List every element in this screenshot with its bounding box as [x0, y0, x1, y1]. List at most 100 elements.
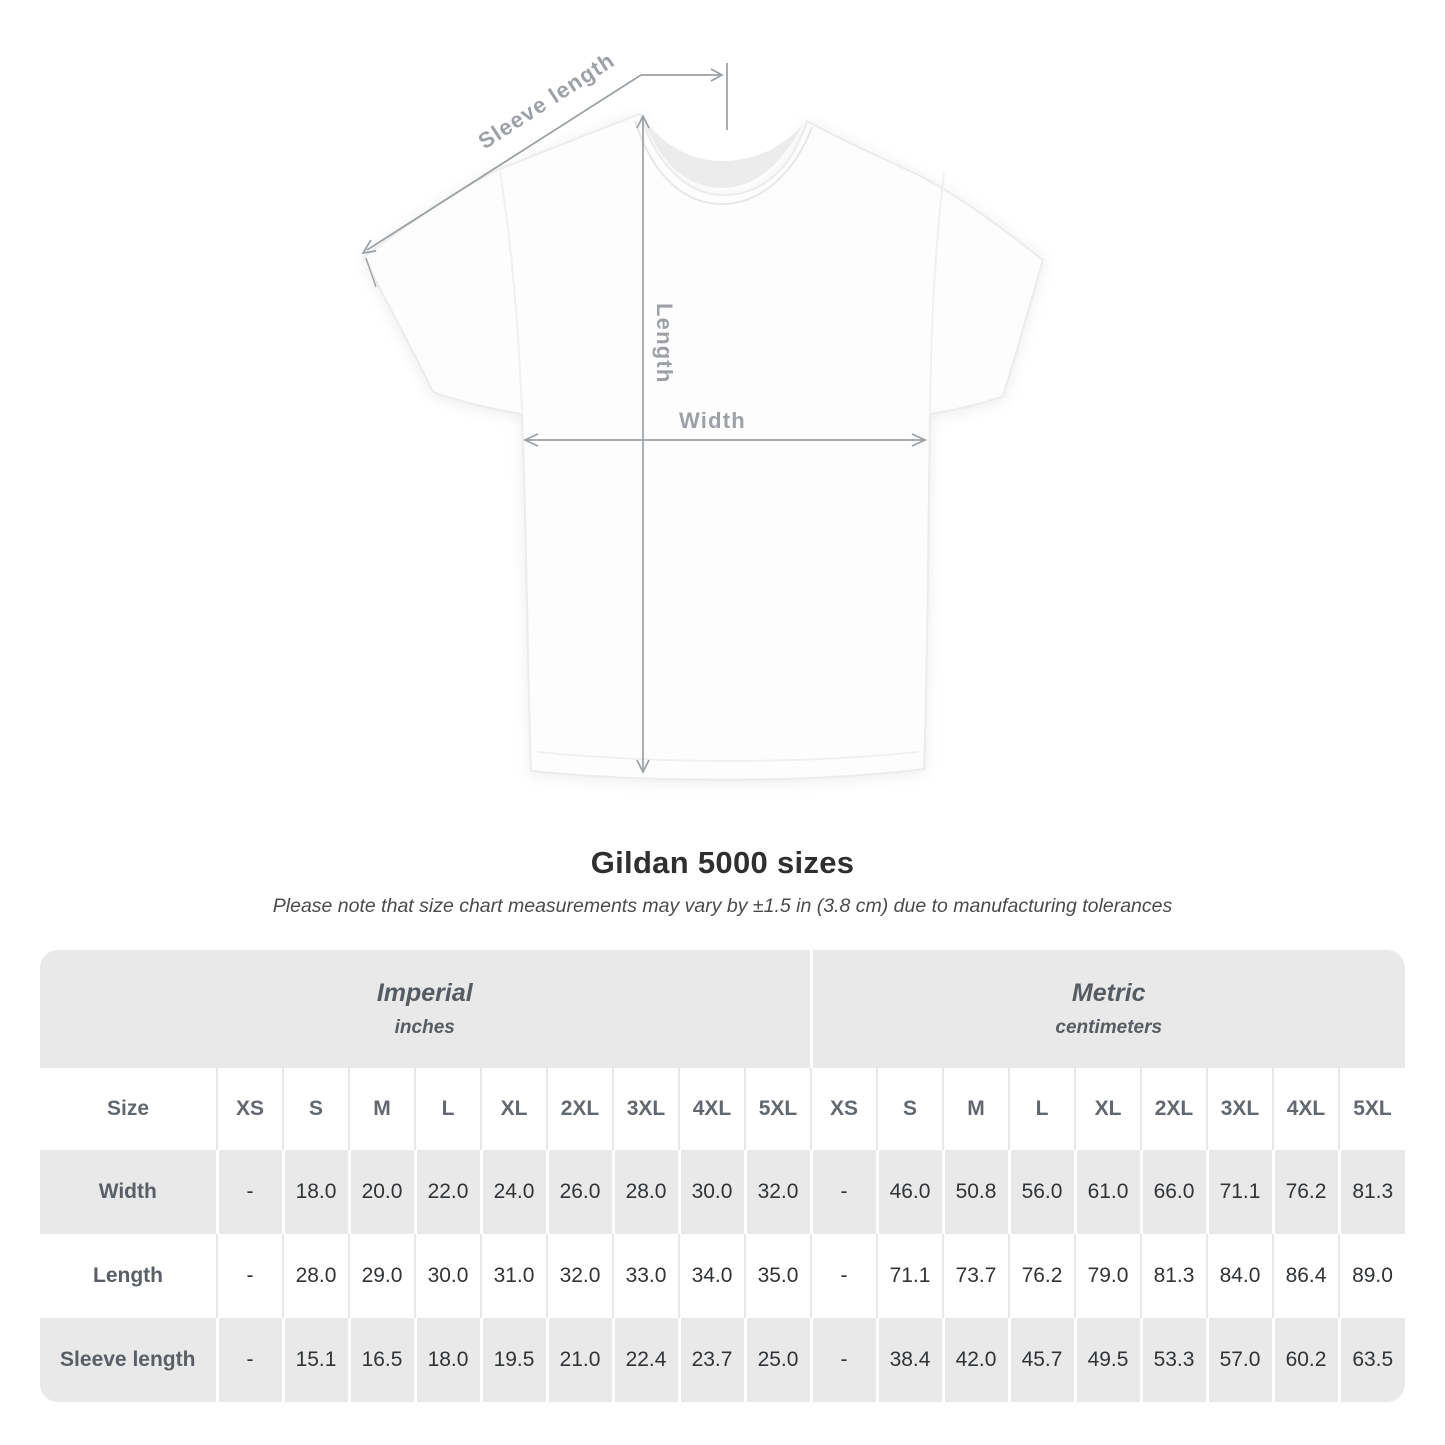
measurement-lines [361, 63, 928, 774]
value-metric-length-5xl: 89.0 [1338, 1234, 1405, 1318]
size-header-metric-xs: XS [810, 1068, 877, 1150]
value-metric-width-2xl: 66.0 [1139, 1150, 1207, 1234]
unit-header-row: Imperial inches Metric centimeters [40, 950, 1405, 1068]
value-imperial-width-m: 20.0 [347, 1150, 415, 1234]
value-metric-length-2xl: 81.3 [1140, 1234, 1207, 1318]
value-imperial-width-xs: - [215, 1150, 283, 1234]
value-imperial-sleeve-length-4xl: 23.7 [677, 1318, 745, 1402]
width-arrow-left [522, 433, 539, 447]
metric-label: Metric [1071, 979, 1146, 1007]
value-metric-length-xl: 79.0 [1074, 1234, 1141, 1318]
value-imperial-sleeve-length-xs: - [215, 1318, 283, 1402]
value-metric-sleeve-length-s: 38.4 [875, 1318, 943, 1402]
value-imperial-sleeve-length-xl: 19.5 [479, 1318, 547, 1402]
value-metric-width-3xl: 71.1 [1205, 1150, 1273, 1234]
value-metric-width-l: 56.0 [1007, 1150, 1075, 1234]
value-metric-width-s: 46.0 [875, 1150, 943, 1234]
value-metric-sleeve-length-l: 45.7 [1007, 1318, 1075, 1402]
value-metric-length-m: 73.7 [942, 1234, 1009, 1318]
value-metric-width-4xl: 76.2 [1271, 1150, 1339, 1234]
value-imperial-sleeve-length-s: 15.1 [281, 1318, 349, 1402]
value-imperial-sleeve-length-5xl: 25.0 [743, 1318, 811, 1402]
width-label: Width [679, 408, 746, 433]
table-row-length: Length -28.0 29.0 30.0 31.0 32.0 33.0 34.0 35.0-… [40, 1234, 1405, 1318]
value-metric-sleeve-length-m: 42.0 [941, 1318, 1009, 1402]
size-header-metric-m: M [942, 1068, 1009, 1150]
metric-unit-label: centimeters [1055, 1017, 1163, 1038]
table-row-width: Width -18.0 20.0 22.0 24.0 26.0 28.0 30.0 32.0-4… [40, 1150, 1405, 1234]
value-imperial-width-3xl: 28.0 [611, 1150, 679, 1234]
size-column-header: Size [40, 1068, 217, 1150]
collar-seam [634, 120, 813, 206]
value-metric-length-3xl: 84.0 [1206, 1234, 1273, 1318]
right-shoulder-seam [929, 172, 945, 413]
value-metric-width-m: 50.8 [941, 1150, 1009, 1234]
value-metric-length-s: 71.1 [876, 1234, 943, 1318]
value-imperial-length-4xl: 34.0 [678, 1234, 745, 1318]
size-header-imperial-m: M [348, 1068, 415, 1150]
value-metric-width-xl: 61.0 [1073, 1150, 1141, 1234]
value-metric-length-xs: - [810, 1234, 877, 1318]
value-metric-sleeve-length-4xl: 60.2 [1271, 1318, 1339, 1402]
value-imperial-length-xl: 31.0 [480, 1234, 547, 1318]
value-imperial-sleeve-length-2xl: 21.0 [545, 1318, 613, 1402]
size-header-imperial-s: S [282, 1068, 349, 1150]
tshirt-measurement-diagram: Sleeve length Length Width [361, 47, 1045, 781]
size-header-imperial-xl: XL [480, 1068, 547, 1150]
value-metric-sleeve-length-xs: - [809, 1318, 877, 1402]
collar-shadow [644, 120, 803, 188]
size-table: Imperial inches Metric centimeters Size … [40, 950, 1405, 1402]
size-header-metric-4xl: 4XL [1272, 1068, 1339, 1150]
tolerance-note: Please note that size chart measurements… [272, 895, 1173, 917]
value-imperial-length-xs: - [216, 1234, 283, 1318]
size-header-imperial-3xl: 3XL [612, 1068, 679, 1150]
value-imperial-width-2xl: 26.0 [545, 1150, 613, 1234]
value-metric-width-xs: - [809, 1150, 877, 1234]
value-imperial-width-4xl: 30.0 [677, 1150, 745, 1234]
sleeve-arrow-right [710, 68, 724, 82]
metric-group-header: Metric centimeters [809, 950, 1405, 1068]
value-imperial-width-l: 22.0 [413, 1150, 481, 1234]
size-header-metric-3xl: 3XL [1206, 1068, 1273, 1150]
size-header-metric-l: L [1008, 1068, 1075, 1150]
value-imperial-length-3xl: 33.0 [612, 1234, 679, 1318]
value-metric-sleeve-length-2xl: 53.3 [1139, 1318, 1207, 1402]
tshirt-graphic [361, 63, 1045, 781]
value-imperial-width-5xl: 32.0 [743, 1150, 811, 1234]
sleeve-arrow-tip [361, 239, 377, 255]
value-imperial-width-s: 18.0 [281, 1150, 349, 1234]
row-label-length: Length [40, 1234, 217, 1318]
size-header-imperial-4xl: 4XL [678, 1068, 745, 1150]
width-arrow-right [911, 433, 928, 447]
value-metric-width-5xl: 81.3 [1337, 1150, 1405, 1234]
value-imperial-length-2xl: 32.0 [546, 1234, 613, 1318]
value-metric-sleeve-length-5xl: 63.5 [1337, 1318, 1405, 1402]
value-metric-sleeve-length-3xl: 57.0 [1205, 1318, 1273, 1402]
left-shoulder-seam [499, 170, 523, 413]
imperial-group-header: Imperial inches [40, 950, 811, 1068]
length-arrow-top [636, 114, 650, 129]
row-label-width: Width [40, 1150, 217, 1234]
size-header-metric-5xl: 5XL [1338, 1068, 1405, 1150]
value-imperial-length-5xl: 35.0 [744, 1234, 811, 1318]
value-metric-sleeve-length-xl: 49.5 [1073, 1318, 1141, 1402]
hem-stitch [537, 751, 919, 762]
size-header-imperial-5xl: 5XL [744, 1068, 811, 1150]
value-imperial-sleeve-length-m: 16.5 [347, 1318, 415, 1402]
table-row-sleeve-length: Sleeve length -15.1 16.5 18.0 19.5 21.0 22.4 23… [40, 1318, 1405, 1402]
value-metric-length-l: 76.2 [1008, 1234, 1075, 1318]
value-imperial-width-xl: 24.0 [479, 1150, 547, 1234]
value-imperial-length-l: 30.0 [414, 1234, 481, 1318]
size-header-row: Size XS S M L XL 2XL 3XL 4XL 5XL XS S M L XL 2XL 3XL 4XL… [40, 1068, 1405, 1150]
value-imperial-sleeve-length-l: 18.0 [413, 1318, 481, 1402]
size-header-imperial-xs: XS [216, 1068, 283, 1150]
page-title: Gildan 5000 sizes [590, 845, 855, 880]
length-arrow-bottom [636, 759, 650, 774]
size-header-metric-xl: XL [1074, 1068, 1141, 1150]
size-header-metric-s: S [876, 1068, 943, 1150]
sleeve-length-diagonal [366, 74, 642, 251]
size-header-metric-2xl: 2XL [1140, 1068, 1207, 1150]
value-metric-length-4xl: 86.4 [1272, 1234, 1339, 1318]
row-label-sleeve-length: Sleeve length [40, 1318, 217, 1402]
